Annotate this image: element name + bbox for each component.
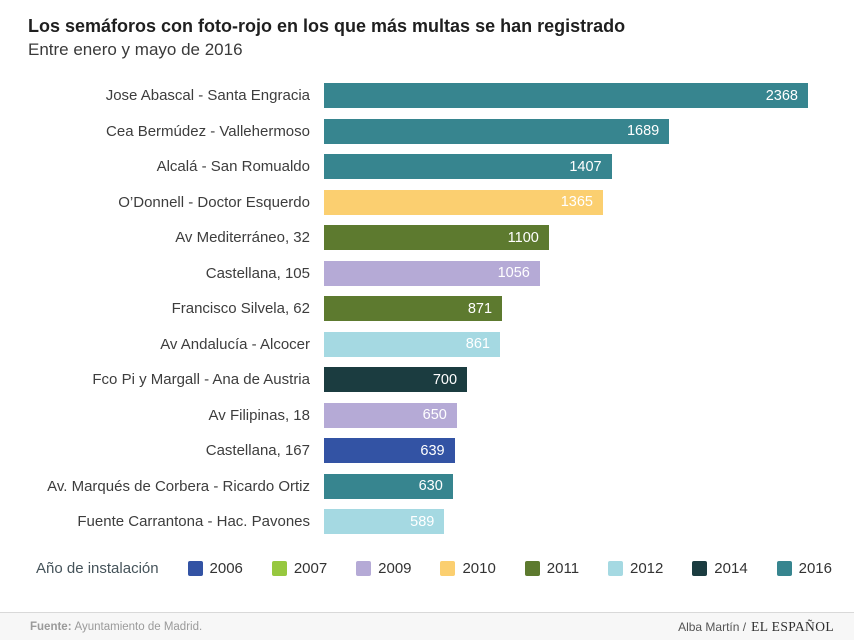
- source-value: Ayuntamiento de Madrid.: [74, 620, 203, 633]
- category-label: Av. Marqués de Corbera - Ricardo Ortiz: [47, 477, 310, 495]
- chart-row: O’Donnell - Doctor Esquerdo 1365: [28, 184, 808, 220]
- legend-swatch: [356, 560, 372, 576]
- chart-row: Cea Bermúdez - Vallehermoso 1689: [28, 113, 808, 149]
- category-label: Castellana, 105: [205, 264, 310, 282]
- legend-swatch: [607, 560, 623, 576]
- bar: 861: [324, 331, 500, 357]
- legend-swatch: [776, 560, 792, 576]
- category-label: Castellana, 167: [205, 442, 310, 460]
- legend-year-label: 2006: [209, 559, 243, 577]
- legend-swatch: [524, 560, 540, 576]
- legend-title: Año de instalación: [36, 559, 159, 577]
- credit: Alba Martín / EL ESPAÑOL: [678, 619, 834, 635]
- chart-row: Jose Abascal - Santa Engracia 2368: [28, 78, 808, 114]
- bar: 650: [324, 402, 457, 428]
- category-label: Av Mediterráneo, 32: [175, 229, 310, 247]
- bar-track: 1056: [324, 260, 808, 286]
- legend-item: 2006: [187, 559, 243, 577]
- source-text: Fuente: Ayuntamiento de Madrid.: [30, 621, 202, 633]
- category-label: Av Filipinas, 18: [208, 406, 310, 424]
- chart-row: Castellana, 105 1056: [28, 255, 808, 291]
- bar: 630: [324, 473, 453, 499]
- category-label: Alcalá - San Romualdo: [156, 158, 310, 176]
- bar-track: 650: [324, 402, 808, 428]
- legend-item: 2014: [692, 559, 748, 577]
- footer: Fuente: Ayuntamiento de Madrid. Alba Mart…: [0, 612, 854, 640]
- chart-row: Alcalá - San Romualdo 1407: [28, 149, 808, 185]
- category-label: Cea Bermúdez - Vallehermoso: [106, 122, 310, 140]
- bar-track: 589: [324, 509, 808, 535]
- bar: 1407: [324, 154, 612, 180]
- bar-track: 1365: [324, 189, 808, 215]
- chart-title: Los semáforos con foto-rojo en los que m…: [28, 16, 626, 36]
- bar: 639: [324, 438, 455, 464]
- category-label: Fuente Carrantona - Hac. Pavones: [77, 513, 310, 531]
- legend-item: 2009: [356, 559, 412, 577]
- legend-year-label: 2016: [798, 559, 832, 577]
- bar: 871: [324, 296, 503, 322]
- legend-item: 2016: [776, 559, 832, 577]
- chart-row: Castellana, 167 639: [28, 433, 808, 469]
- category-label: O’Donnell - Doctor Esquerdo: [118, 193, 310, 211]
- legend-year-label: 2007: [293, 559, 328, 577]
- credit-brand: EL ESPAÑOL: [751, 618, 834, 634]
- legend-swatch: [271, 560, 287, 576]
- category-label: Francisco Silvela, 62: [171, 300, 310, 318]
- bar-chart: Jose Abascal - Santa Engracia 2368 Cea Ber…: [0, 78, 854, 540]
- chart-header: Los semáforos con foto-rojo en los que m…: [0, 0, 854, 63]
- bar: 1056: [324, 260, 540, 286]
- legend-swatch: [692, 560, 708, 576]
- bar: 1689: [324, 118, 670, 144]
- bar-track: 700: [324, 367, 808, 393]
- bar-track: 2368: [324, 83, 808, 109]
- chart-row: Fuente Carrantona - Hac. Pavones 589: [28, 504, 808, 540]
- legend-item: 2011: [524, 559, 580, 577]
- legend-item: 2007: [271, 559, 328, 577]
- bar: 2368: [324, 83, 808, 109]
- legend-year-label: 2009: [378, 559, 412, 577]
- legend-year-label: 2014: [714, 559, 748, 577]
- bar: 1100: [324, 225, 549, 251]
- bar: 589: [324, 509, 445, 535]
- legend: Año de instalación 2006 2007 2009 2010 2011 2…: [0, 556, 854, 580]
- chart-row: Francisco Silvela, 62 871: [28, 291, 808, 327]
- legend-item: 2012: [607, 559, 664, 577]
- chart-subtitle: Entre enero y mayo de 2016: [28, 40, 243, 60]
- source-label: Fuente:: [30, 620, 72, 633]
- category-label: Jose Abascal - Santa Engracia: [105, 87, 310, 105]
- bar-track: 861: [324, 331, 808, 357]
- category-label: Fco Pi y Margall - Ana de Austria: [92, 371, 310, 389]
- chart-row: Av Andalucía - Alcocer 861: [28, 326, 808, 362]
- bar-track: 1689: [324, 118, 808, 144]
- chart-row: Av. Marqués de Corbera - Ricardo Ortiz 63…: [28, 468, 808, 504]
- credit-author: Alba Martín /: [678, 619, 747, 634]
- legend-swatch: [440, 560, 456, 576]
- bar: 1365: [324, 189, 603, 215]
- bar-track: 630: [324, 473, 808, 499]
- legend-year-label: 2011: [546, 559, 580, 577]
- category-label: Av Andalucía - Alcocer: [160, 335, 310, 353]
- bar-track: 1100: [324, 225, 808, 251]
- chart-row: Av Mediterráneo, 32 1100: [28, 220, 808, 256]
- bar: 700: [324, 367, 468, 393]
- bar-track: 639: [324, 438, 808, 464]
- bar-track: 1407: [324, 154, 808, 180]
- chart-row: Fco Pi y Margall - Ana de Austria 700: [28, 362, 808, 398]
- legend-item: 2010: [440, 559, 496, 577]
- legend-year-label: 2012: [629, 559, 664, 577]
- legend-swatch: [187, 560, 203, 576]
- chart-row: Av Filipinas, 18 650: [28, 397, 808, 433]
- bar-track: 871: [324, 296, 808, 322]
- legend-year-label: 2010: [462, 559, 496, 577]
